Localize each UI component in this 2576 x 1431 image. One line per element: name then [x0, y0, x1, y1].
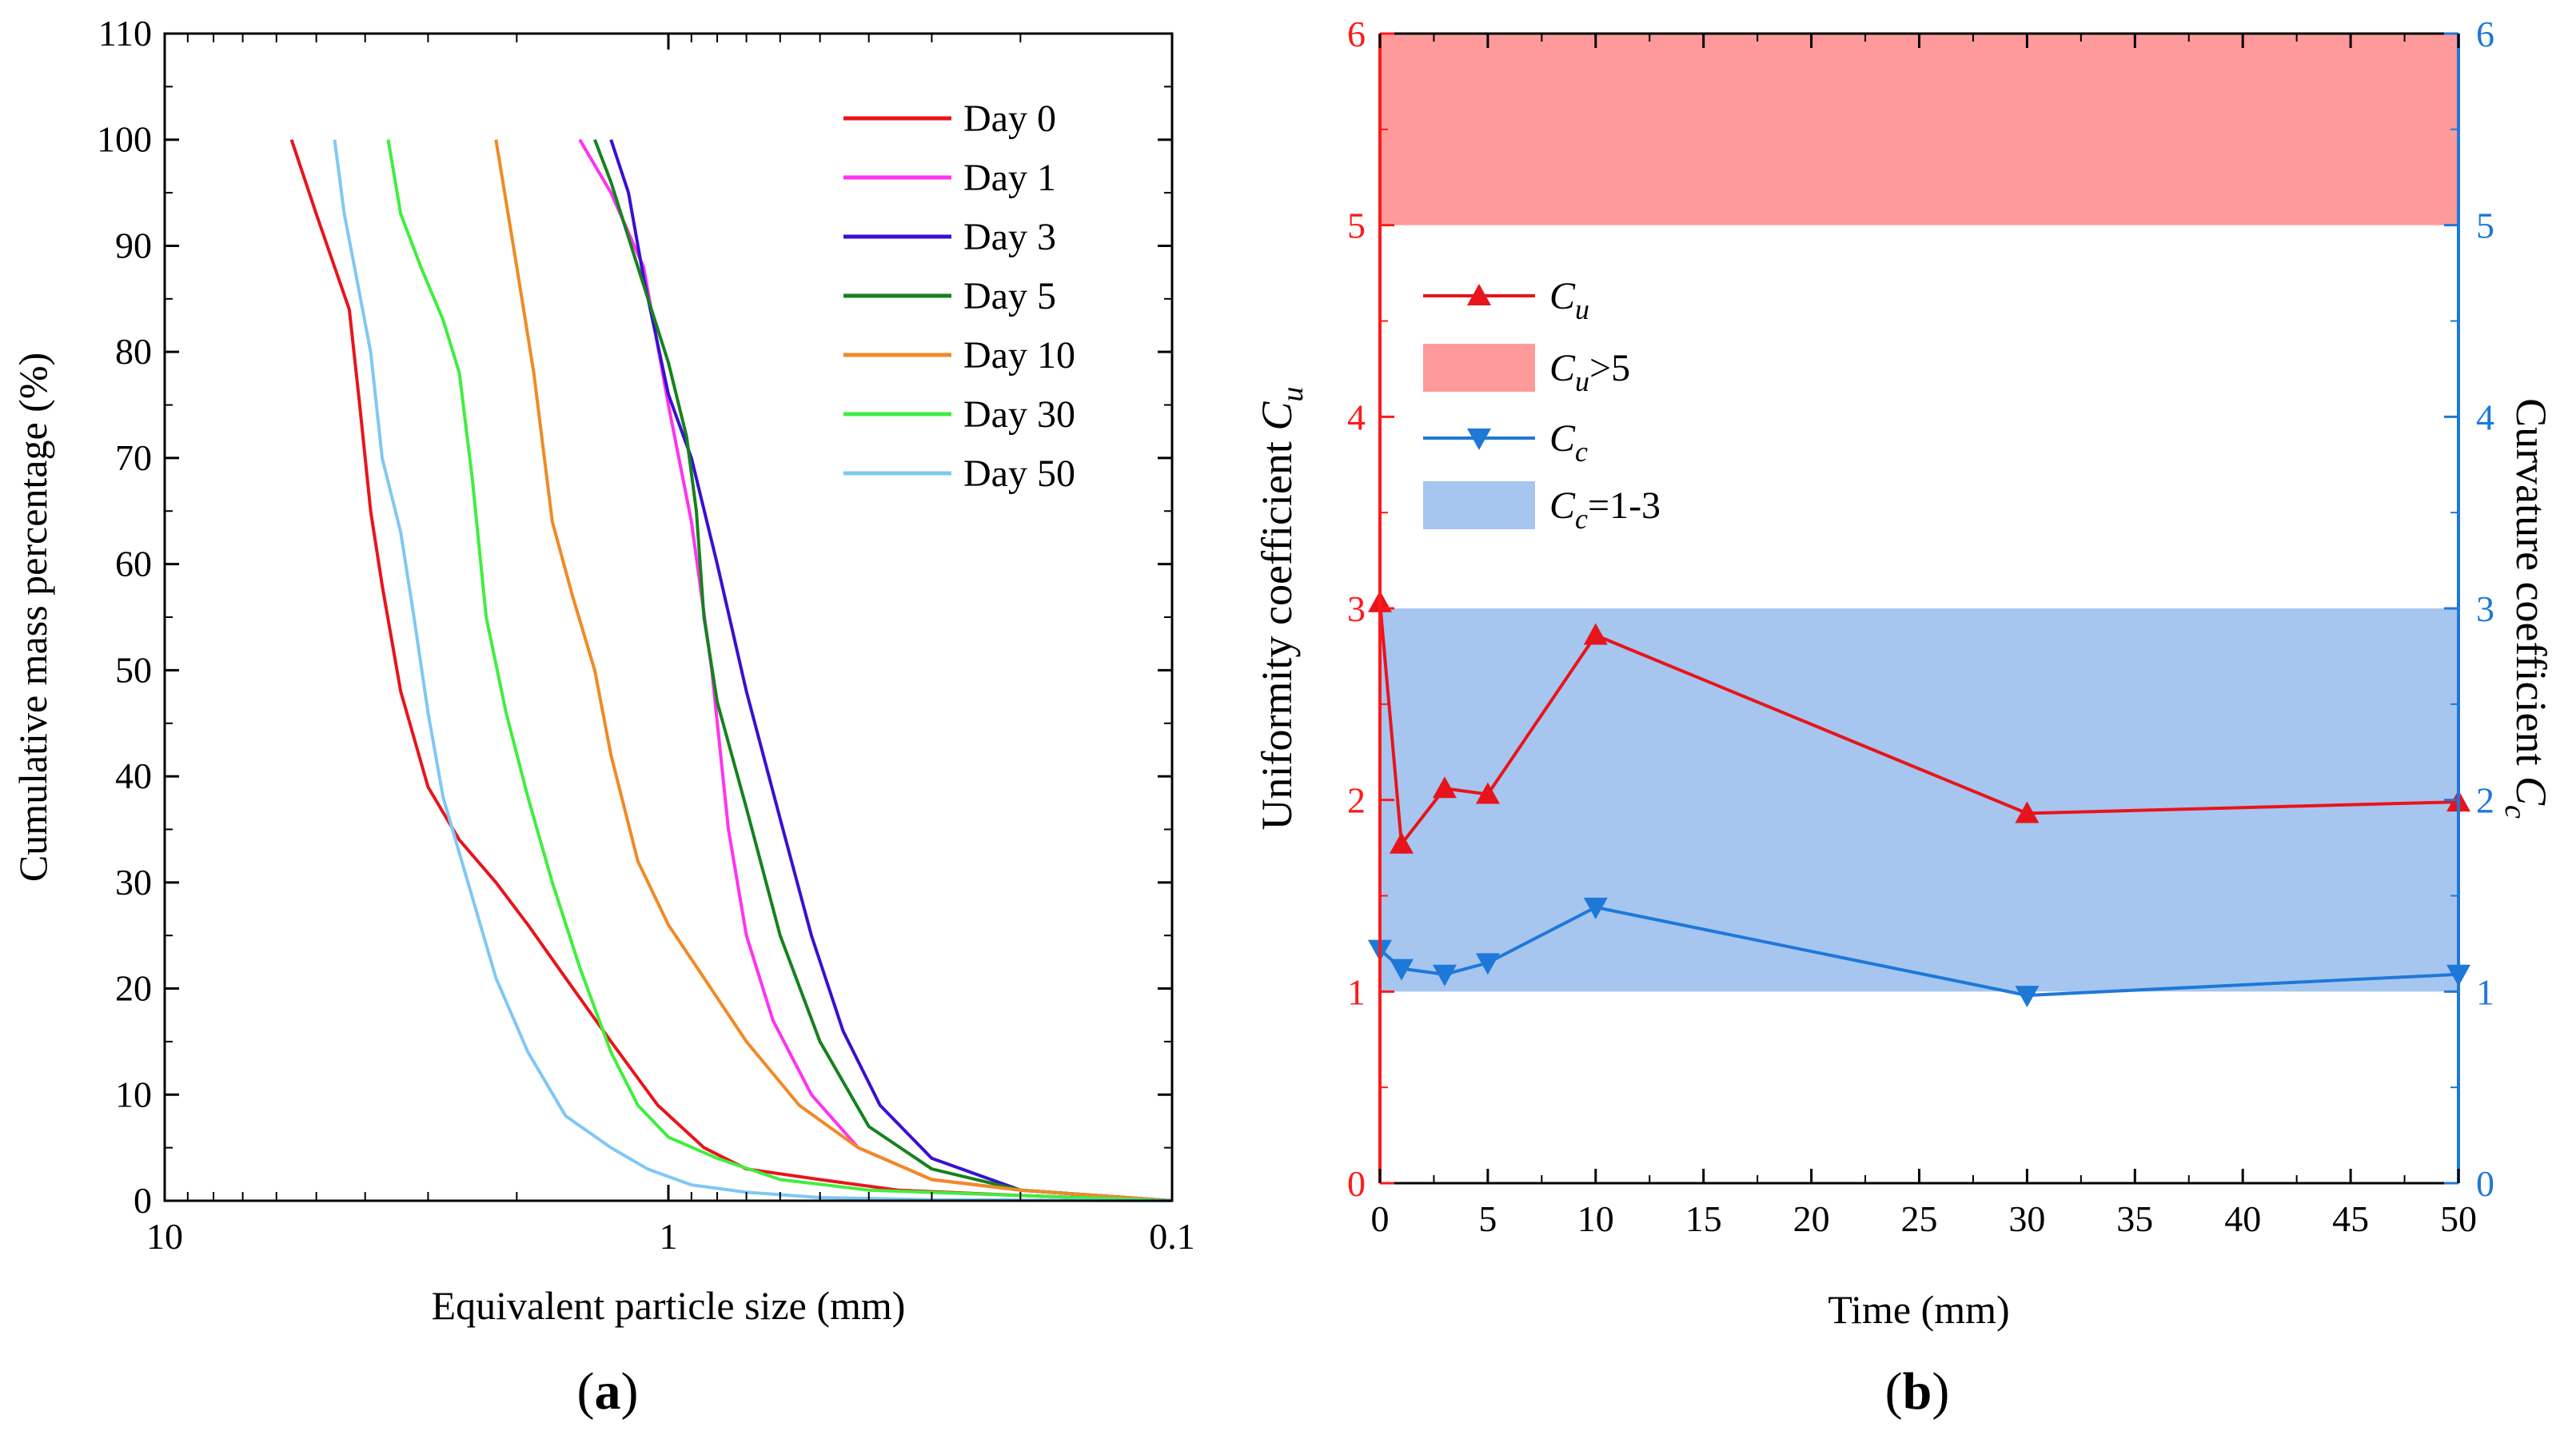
x-tick-label-b: 20 [1793, 1198, 1830, 1239]
x-tick-label-b: 5 [1478, 1198, 1497, 1239]
data-point-cc [1583, 897, 1608, 919]
legend-label: Day 0 [963, 98, 1056, 140]
band-cc-1-3 [1380, 608, 2458, 992]
legend-label: Cc=1-3 [1549, 484, 1661, 535]
y-axis-title-a: Cumulative mass percentage (%) [10, 353, 55, 882]
y-tick-label-right-b: 3 [2476, 588, 2494, 629]
x-tick-label-b: 40 [2224, 1198, 2261, 1239]
y-tick-label-a: 90 [115, 225, 152, 265]
series-line-day-50 [333, 139, 1173, 1202]
x-tick-label-b: 15 [1685, 1198, 1722, 1239]
x-tick-label-b: 35 [2116, 1198, 2153, 1239]
y-tick-label-right-b: 1 [2476, 971, 2494, 1012]
x-tick-label-a: 1 [660, 1216, 678, 1257]
y-tick-label-a: 0 [134, 1180, 152, 1221]
data-point-cu [1475, 782, 1500, 804]
series-line-day-5 [593, 138, 1173, 1202]
legend-b: Cu Cu>5 Cc Cc=1-3 [1423, 275, 1661, 535]
data-point-cc [1389, 959, 1414, 981]
legend-swatch-band [1423, 481, 1535, 529]
series-line-day-3 [609, 139, 1173, 1202]
data-point-cu [1583, 623, 1608, 645]
x-tick-label-a: 10 [146, 1216, 183, 1257]
panel-label-b: (b) [1885, 1362, 1950, 1421]
y-tick-label-a: 100 [97, 119, 152, 160]
y-tick-label-a: 10 [115, 1074, 152, 1114]
legend-a: Day 0 Day 1 Day 3 Day 5 Day 10 Day 30 Day 50 [843, 98, 1075, 495]
x-tick-label-b: 0 [1371, 1198, 1390, 1239]
data-point-cc [1432, 964, 1457, 987]
y-tick-label-left-b: 4 [1347, 397, 1366, 437]
data-point-cu [2015, 801, 2040, 823]
y-tick-label-a: 40 [115, 755, 152, 796]
legend-label: Cc [1549, 417, 1588, 468]
legend-label: Cu>5 [1549, 347, 1630, 397]
y-axis-title-left: Uniformity coefficient Cu [1253, 387, 1310, 831]
y-tick-label-a: 50 [115, 649, 152, 690]
data-point-cc [2015, 986, 2040, 1008]
legend-label: Day 3 [963, 216, 1056, 258]
x-tick-label-b: 25 [1901, 1198, 1938, 1239]
legend-marker-cu [1467, 284, 1491, 305]
y-axis-title-right: Curvature coefficient Cc [2498, 398, 2555, 819]
y-tick-label-left-b: 6 [1347, 14, 1366, 54]
data-point-cu [1432, 776, 1457, 799]
y-tick-label-a: 80 [115, 331, 152, 372]
legend-label: Cu [1549, 275, 1589, 325]
band-cu-gt-5 [1380, 34, 2458, 225]
legend-swatch-band [1423, 344, 1535, 392]
x-tick-label-a: 0.1 [1149, 1216, 1195, 1257]
legend-label: Day 30 [963, 393, 1075, 436]
y-tick-label-left-b: 0 [1347, 1163, 1366, 1204]
y-tick-label-right-b: 6 [2476, 14, 2494, 54]
y-tick-label-right-b: 0 [2476, 1163, 2494, 1204]
legend-label: Day 1 [963, 157, 1056, 199]
y-tick-label-left-b: 2 [1347, 780, 1366, 821]
y-tick-label-a: 70 [115, 437, 152, 478]
legend-label: Day 5 [963, 275, 1056, 317]
x-tick-label-b: 45 [2332, 1198, 2369, 1239]
x-tick-label-b: 50 [2440, 1198, 2477, 1239]
y-tick-label-a: 30 [115, 862, 152, 903]
data-point-cc [1475, 953, 1500, 975]
series-line-day-10 [494, 139, 1173, 1202]
y-tick-label-right-b: 5 [2476, 205, 2494, 246]
y-tick-label-a: 20 [115, 968, 152, 1009]
x-tick-label-b: 30 [2008, 1198, 2045, 1239]
y-tick-label-right-b: 2 [2476, 780, 2494, 821]
legend-label: Day 50 [963, 452, 1075, 495]
x-axis-title-a: Equivalent particle size (mm) [432, 1283, 906, 1328]
x-axis-title-b: Time (mm) [1828, 1287, 2009, 1332]
y-tick-label-right-b: 4 [2476, 397, 2494, 437]
legend-marker-cc [1467, 429, 1491, 450]
legend-label: Day 10 [963, 334, 1075, 377]
series-line-day-1 [578, 138, 1173, 1202]
y-tick-label-left-b: 1 [1347, 971, 1366, 1012]
y-tick-label-left-b: 5 [1347, 205, 1366, 246]
y-tick-label-a: 60 [115, 544, 152, 584]
panel-label-a: (a) [577, 1362, 639, 1421]
series-line-day-30 [386, 139, 1173, 1202]
x-tick-label-b: 10 [1577, 1198, 1614, 1239]
data-point-cu [1389, 831, 1414, 854]
series-line-day-0 [289, 139, 1173, 1202]
y-tick-label-left-b: 3 [1347, 588, 1366, 629]
y-tick-label-a: 110 [98, 13, 152, 54]
